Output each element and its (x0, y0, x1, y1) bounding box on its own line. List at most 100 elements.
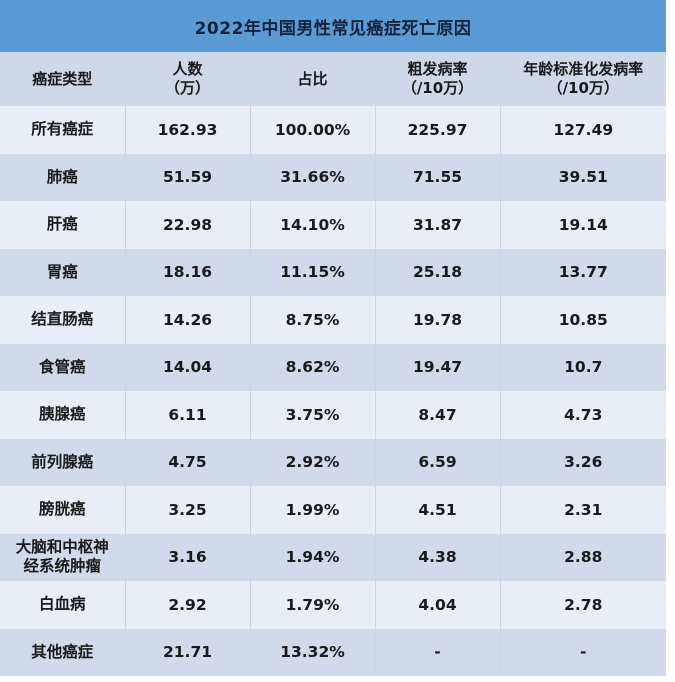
cancer-type-label: 胰腺癌 (38, 405, 86, 424)
header-age-standardized-rate: 年龄标准化发病率 （/10万） (499, 52, 666, 106)
cancer-type-label: 前列腺癌 (31, 452, 94, 471)
share-cell: 8.75% (249, 296, 375, 344)
table-row: 食管癌 14.04 8.62% 19.47 10.7 (0, 343, 666, 392)
count-cell: 22.98 (124, 201, 250, 249)
age-standardized-rate-cell: 10.85 (499, 296, 666, 344)
crude-rate-cell: 71.55 (374, 153, 500, 201)
cancer-type-cell: 胃癌 (0, 249, 125, 297)
age-standardized-rate-cell: 13.77 (499, 248, 666, 296)
cancer-type-cell: 所有癌症 (0, 106, 125, 154)
cancer-type-label: 食管癌 (38, 357, 86, 376)
header-count-label: 人数 (172, 60, 203, 78)
crude-rate-cell: 4.51 (374, 486, 500, 534)
header-crude-rate: 粗发病率 （/10万） (374, 52, 500, 106)
header-count-unit: （万） (164, 79, 210, 97)
cancer-type-label: 白血病 (38, 595, 86, 614)
table-row: 白血病 2.92 1.79% 4.04 2.78 (0, 581, 666, 629)
header-share: 占比 (249, 52, 375, 106)
crude-rate-cell: 19.47 (374, 343, 500, 391)
count-cell: 162.93 (124, 106, 250, 154)
cancer-type-label: 肝癌 (46, 215, 78, 234)
cancer-type-label: 大脑和中枢神 (15, 538, 109, 557)
cancer-type-cell: 膀胱癌 (0, 486, 125, 534)
cancer-type-label: 肺癌 (46, 167, 78, 186)
share-cell: 1.94% (249, 533, 375, 581)
share-cell: 1.99% (249, 486, 375, 534)
cancer-type-cell: 食管癌 (0, 344, 125, 392)
share-cell: 100.00% (249, 106, 375, 154)
cancer-type-cell: 白血病 (0, 581, 125, 629)
count-cell: 6.11 (124, 391, 250, 439)
table-row: 前列腺癌 4.75 2.92% 6.59 3.26 (0, 438, 666, 487)
cancer-type-cell: 肺癌 (0, 154, 125, 202)
table-row: 其他癌症 21.71 13.32% - - (0, 628, 666, 677)
age-standardized-rate-cell: 10.7 (499, 343, 666, 391)
header-cancer-type-label: 癌症类型 (32, 69, 93, 88)
cancer-death-table-card: 2022年中国男性常见癌症死亡原因 癌症类型 人数 （万） 占比 粗发病率 （/10… (0, 0, 666, 676)
table-body: 所有癌症 162.93 100.00% 225.97 127.49 肺癌 51.59 31.6… (0, 106, 666, 676)
header-cancer-type: 癌症类型 (0, 52, 125, 106)
share-cell: 8.62% (249, 343, 375, 391)
share-cell: 3.75% (249, 391, 375, 439)
cancer-type-cell: 其他癌症 (0, 629, 125, 677)
age-standardized-rate-cell: 4.73 (499, 391, 666, 439)
crude-rate-cell: 31.87 (374, 201, 500, 249)
cancer-type-cell: 肝癌 (0, 201, 125, 249)
share-cell: 11.15% (249, 248, 375, 296)
header-row: 癌症类型 人数 （万） 占比 粗发病率 （/10万） 年龄标准化发病率 （/10万） (0, 52, 666, 106)
cancer-type-cell: 胰腺癌 (0, 391, 125, 439)
header-count: 人数 （万） (124, 52, 250, 106)
table-row: 肝癌 22.98 14.10% 31.87 19.14 (0, 201, 666, 249)
header-share-label: 占比 (297, 69, 328, 88)
count-cell: 3.25 (124, 486, 250, 534)
crude-rate-cell: 4.04 (374, 581, 500, 629)
cancer-type-label: 所有癌症 (31, 120, 94, 139)
cancer-type-label-line2: 经系统肿瘤 (23, 557, 101, 576)
cancer-type-label: 其他癌症 (31, 642, 94, 661)
count-cell: 3.16 (124, 533, 250, 581)
count-cell: 2.92 (124, 581, 250, 629)
cancer-type-cell: 结直肠癌 (0, 296, 125, 344)
share-cell: 2.92% (249, 438, 375, 486)
cancer-type-cell: 大脑和中枢神 经系统肿瘤 (0, 534, 125, 582)
age-standardized-rate-cell: 2.31 (499, 486, 666, 534)
crude-rate-cell: 6.59 (374, 438, 500, 486)
age-standardized-rate-cell: - (499, 628, 666, 676)
age-standardized-rate-cell: 2.88 (499, 533, 666, 581)
header-asr-label: 年龄标准化发病率 (523, 60, 644, 78)
cancer-type-label: 膀胱癌 (38, 500, 86, 519)
age-standardized-rate-cell: 39.51 (499, 153, 666, 201)
count-cell: 51.59 (124, 153, 250, 201)
table-row: 膀胱癌 3.25 1.99% 4.51 2.31 (0, 486, 666, 534)
crude-rate-cell: 4.38 (374, 533, 500, 581)
cancer-type-label: 胃癌 (46, 262, 78, 281)
age-standardized-rate-cell: 3.26 (499, 438, 666, 486)
share-cell: 14.10% (249, 201, 375, 249)
header-asr-unit: （/10万） (547, 79, 619, 97)
crude-rate-cell: 225.97 (374, 106, 500, 154)
age-standardized-rate-cell: 2.78 (499, 581, 666, 629)
share-cell: 31.66% (249, 153, 375, 201)
crude-rate-cell: 8.47 (374, 391, 500, 439)
count-cell: 21.71 (124, 628, 250, 676)
cancer-death-table: 癌症类型 人数 （万） 占比 粗发病率 （/10万） 年龄标准化发病率 （/10万） … (0, 52, 666, 676)
crude-rate-cell: 25.18 (374, 248, 500, 296)
table-row: 胃癌 18.16 11.15% 25.18 13.77 (0, 248, 666, 297)
header-crude-rate-label: 粗发病率 (407, 60, 468, 78)
share-cell: 13.32% (249, 628, 375, 676)
crude-rate-cell: 19.78 (374, 296, 500, 344)
count-cell: 4.75 (124, 438, 250, 486)
cancer-type-cell: 前列腺癌 (0, 439, 125, 487)
table-row: 大脑和中枢神 经系统肿瘤 3.16 1.94% 4.38 2.88 (0, 533, 666, 582)
count-cell: 14.26 (124, 296, 250, 344)
age-standardized-rate-cell: 127.49 (499, 106, 666, 154)
table-title: 2022年中国男性常见癌症死亡原因 (0, 0, 666, 52)
table-row: 肺癌 51.59 31.66% 71.55 39.51 (0, 153, 666, 202)
crude-rate-cell: - (374, 628, 500, 676)
count-cell: 14.04 (124, 343, 250, 391)
table-row: 结直肠癌 14.26 8.75% 19.78 10.85 (0, 296, 666, 344)
table-row: 胰腺癌 6.11 3.75% 8.47 4.73 (0, 391, 666, 439)
age-standardized-rate-cell: 19.14 (499, 201, 666, 249)
count-cell: 18.16 (124, 248, 250, 296)
table-row: 所有癌症 162.93 100.00% 225.97 127.49 (0, 106, 666, 154)
